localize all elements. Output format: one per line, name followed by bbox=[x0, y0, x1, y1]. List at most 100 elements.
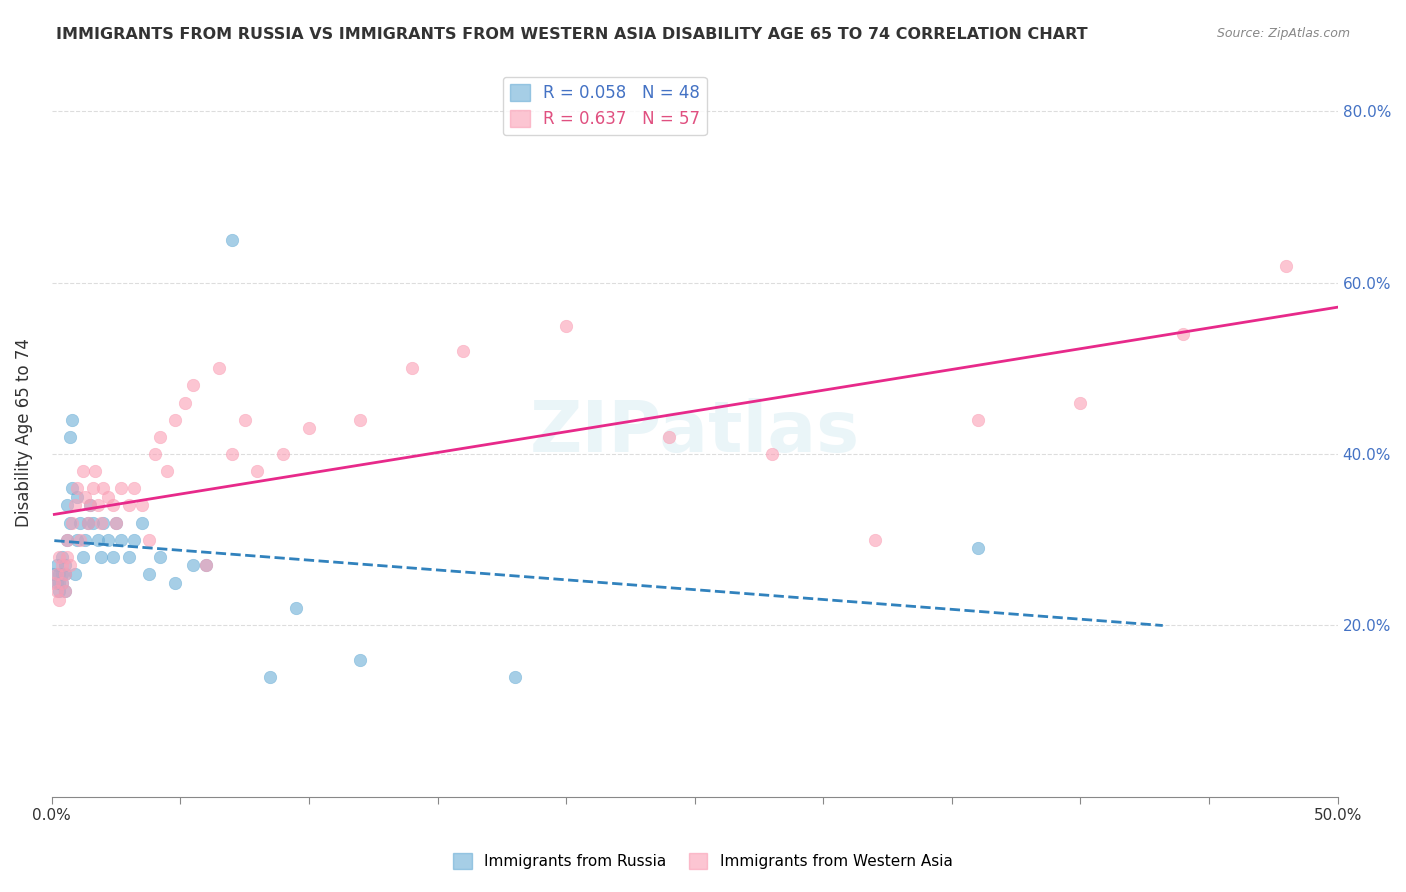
Point bbox=[122, 481, 145, 495]
Point bbox=[966, 541, 988, 556]
Point bbox=[45, 584, 67, 599]
Point bbox=[503, 670, 526, 684]
Point bbox=[181, 558, 204, 573]
Point bbox=[103, 499, 125, 513]
Point bbox=[118, 549, 141, 564]
Point bbox=[45, 575, 67, 590]
Point bbox=[75, 533, 97, 547]
Legend: Immigrants from Russia, Immigrants from Western Asia: Immigrants from Russia, Immigrants from … bbox=[447, 847, 959, 875]
Point bbox=[87, 499, 110, 513]
Point bbox=[1173, 327, 1195, 342]
Point bbox=[349, 413, 371, 427]
Point bbox=[53, 566, 76, 581]
Text: ZIPatlas: ZIPatlas bbox=[530, 398, 859, 467]
Point bbox=[44, 575, 66, 590]
Point bbox=[271, 447, 294, 461]
Point bbox=[51, 558, 73, 573]
Point bbox=[69, 533, 91, 547]
Point bbox=[84, 464, 107, 478]
Point bbox=[181, 378, 204, 392]
Point bbox=[118, 499, 141, 513]
Point bbox=[165, 413, 187, 427]
Point bbox=[91, 481, 114, 495]
Point bbox=[51, 575, 73, 590]
Point bbox=[44, 566, 66, 581]
Point bbox=[79, 499, 101, 513]
Point bbox=[66, 533, 89, 547]
Point bbox=[63, 499, 86, 513]
Point bbox=[90, 549, 112, 564]
Point bbox=[45, 558, 67, 573]
Point bbox=[53, 566, 76, 581]
Text: IMMIGRANTS FROM RUSSIA VS IMMIGRANTS FROM WESTERN ASIA DISABILITY AGE 65 TO 74 C: IMMIGRANTS FROM RUSSIA VS IMMIGRANTS FRO… bbox=[56, 27, 1088, 42]
Point bbox=[105, 516, 128, 530]
Point bbox=[56, 549, 79, 564]
Point bbox=[105, 516, 128, 530]
Point bbox=[82, 481, 104, 495]
Point bbox=[149, 430, 172, 444]
Point bbox=[401, 361, 423, 376]
Point bbox=[56, 499, 79, 513]
Point bbox=[863, 533, 886, 547]
Point bbox=[195, 558, 218, 573]
Point bbox=[143, 447, 166, 461]
Point bbox=[138, 533, 160, 547]
Point bbox=[51, 575, 73, 590]
Point bbox=[221, 233, 243, 247]
Point bbox=[97, 533, 120, 547]
Point bbox=[349, 652, 371, 666]
Point bbox=[48, 566, 70, 581]
Point bbox=[48, 549, 70, 564]
Text: Source: ZipAtlas.com: Source: ZipAtlas.com bbox=[1216, 27, 1350, 40]
Point bbox=[48, 584, 70, 599]
Point bbox=[966, 413, 988, 427]
Point bbox=[138, 566, 160, 581]
Point bbox=[1275, 259, 1298, 273]
Point bbox=[66, 481, 89, 495]
Point bbox=[60, 481, 83, 495]
Point bbox=[555, 318, 578, 333]
Point bbox=[110, 481, 132, 495]
Point bbox=[59, 430, 82, 444]
Point bbox=[76, 516, 98, 530]
Point bbox=[285, 601, 308, 615]
Point bbox=[59, 558, 82, 573]
Point bbox=[48, 592, 70, 607]
Point bbox=[51, 566, 73, 581]
Point bbox=[59, 516, 82, 530]
Point bbox=[246, 464, 269, 478]
Point bbox=[97, 490, 120, 504]
Point bbox=[72, 549, 94, 564]
Point bbox=[208, 361, 231, 376]
Point bbox=[51, 549, 73, 564]
Point bbox=[69, 516, 91, 530]
Point bbox=[72, 464, 94, 478]
Point bbox=[56, 533, 79, 547]
Point bbox=[1069, 395, 1091, 409]
Point bbox=[174, 395, 197, 409]
Point bbox=[131, 516, 153, 530]
Point bbox=[76, 516, 98, 530]
Point bbox=[82, 516, 104, 530]
Point bbox=[658, 430, 681, 444]
Point bbox=[53, 558, 76, 573]
Point bbox=[122, 533, 145, 547]
Point bbox=[63, 566, 86, 581]
Point bbox=[79, 499, 101, 513]
Point bbox=[48, 575, 70, 590]
Point bbox=[53, 584, 76, 599]
Point bbox=[451, 344, 474, 359]
Point bbox=[165, 575, 187, 590]
Point bbox=[53, 584, 76, 599]
Point bbox=[87, 533, 110, 547]
Point bbox=[45, 566, 67, 581]
Point bbox=[91, 516, 114, 530]
Point bbox=[90, 516, 112, 530]
Point bbox=[156, 464, 179, 478]
Point bbox=[131, 499, 153, 513]
Y-axis label: Disability Age 65 to 74: Disability Age 65 to 74 bbox=[15, 338, 32, 527]
Point bbox=[195, 558, 218, 573]
Point bbox=[60, 516, 83, 530]
Point bbox=[298, 421, 321, 435]
Point bbox=[259, 670, 281, 684]
